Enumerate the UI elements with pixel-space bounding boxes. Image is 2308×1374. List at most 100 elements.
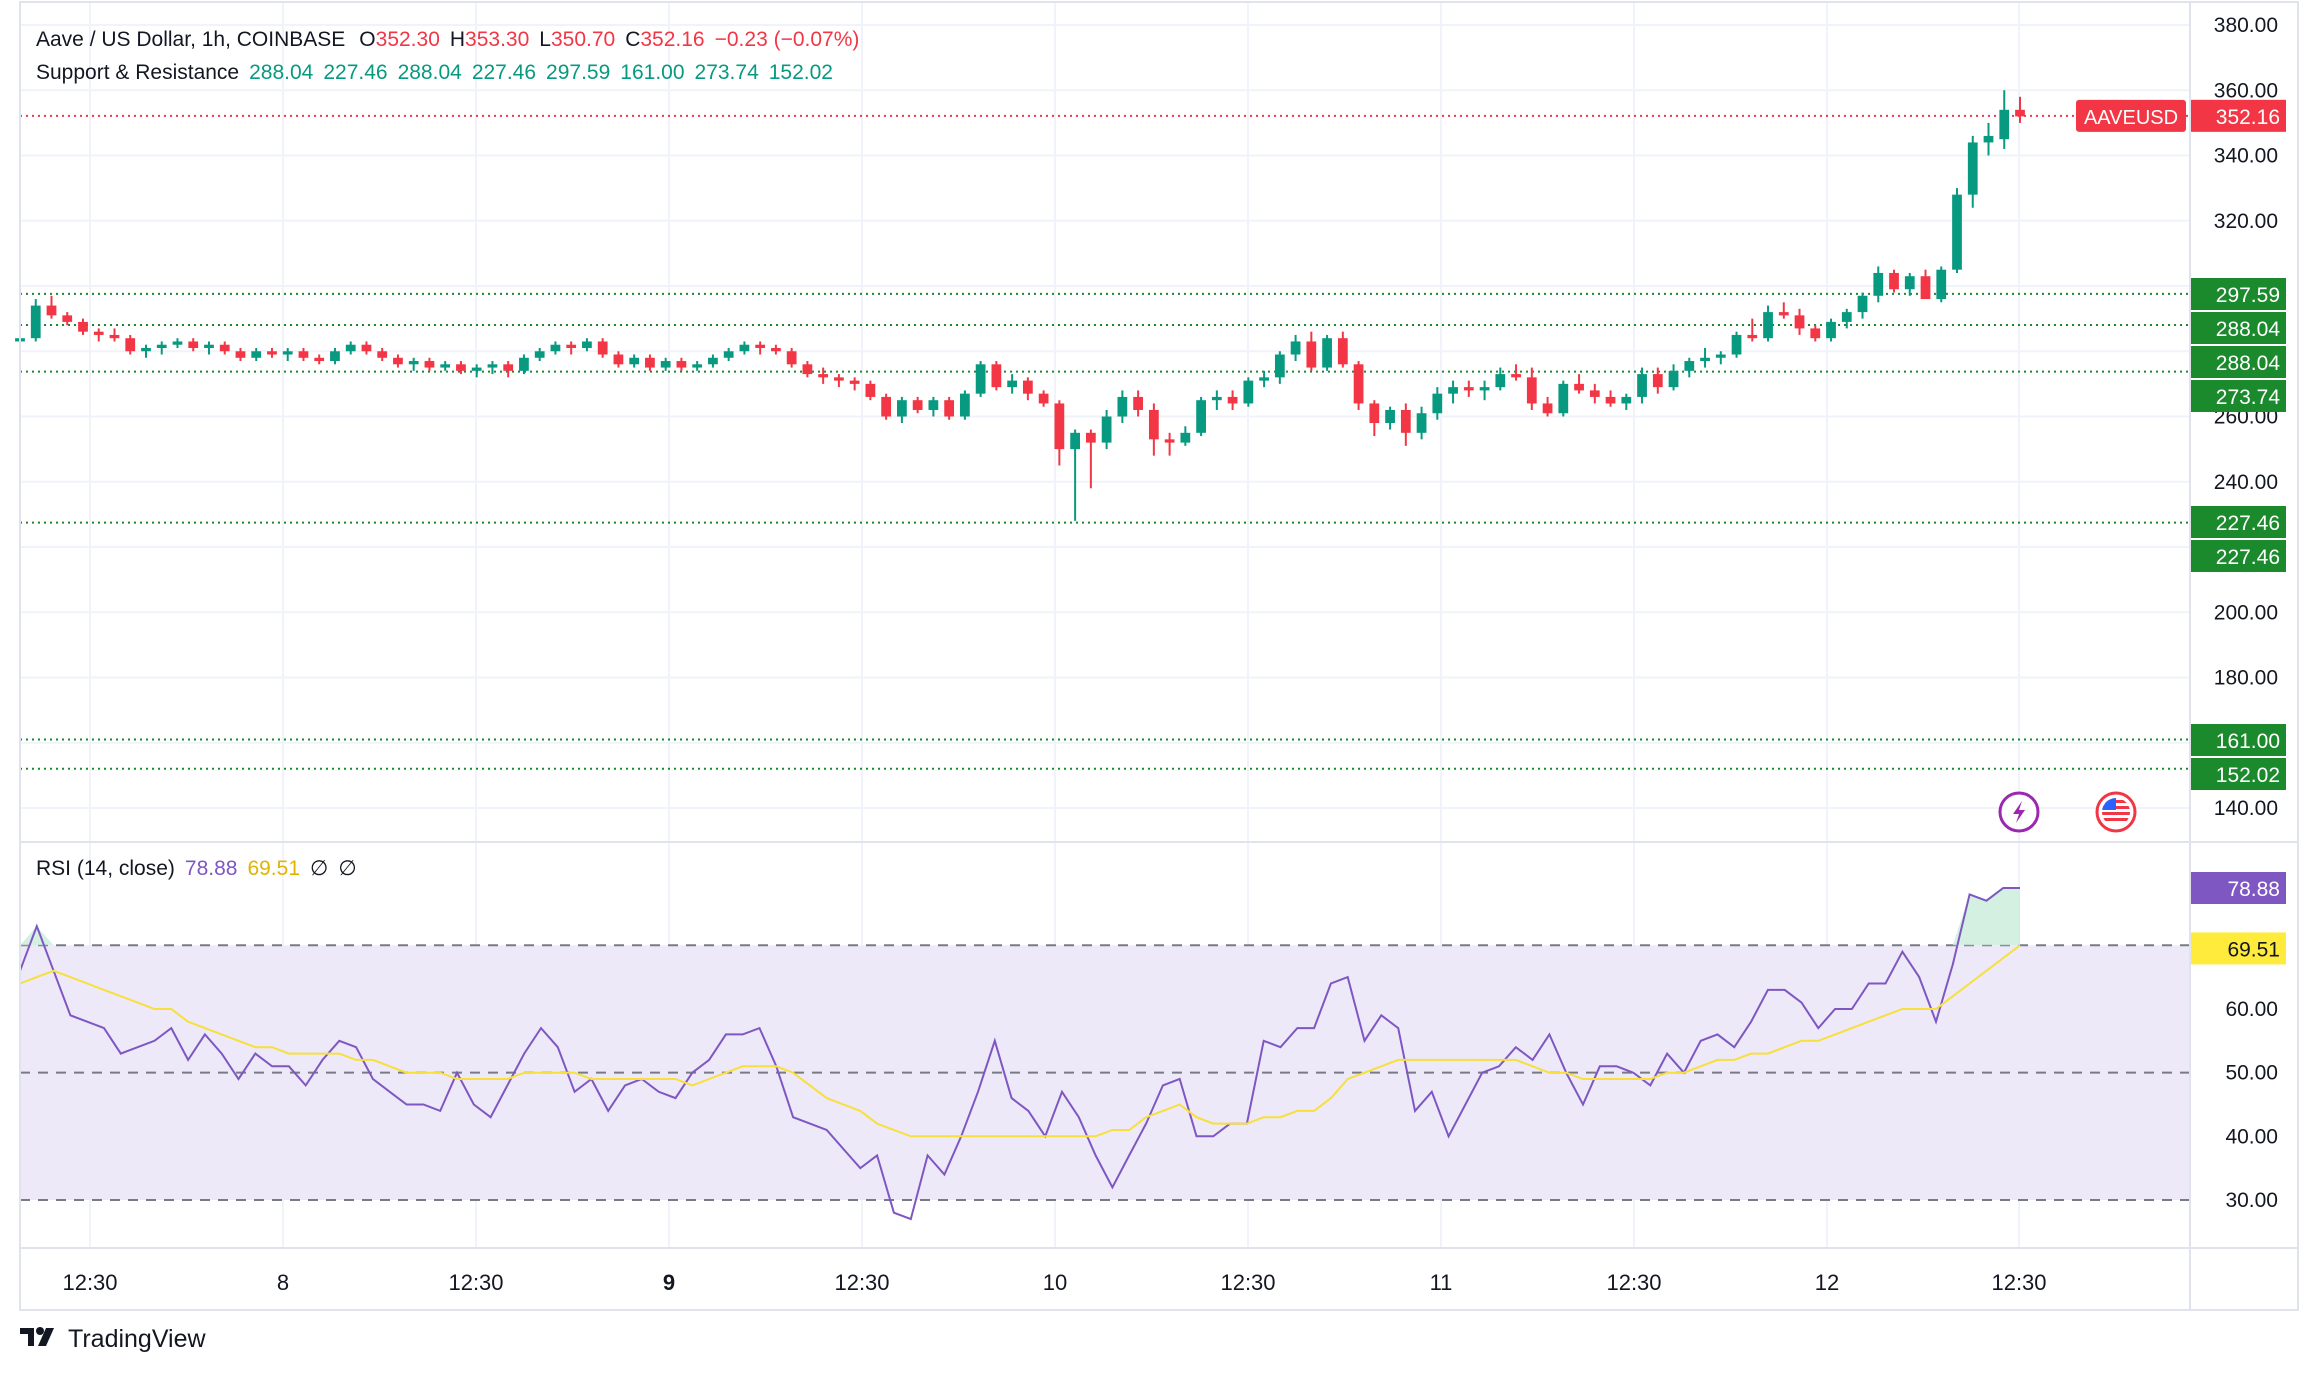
sr-level-tag: [2190, 346, 2286, 378]
candle-body: [1353, 364, 1364, 404]
rsi-tick-label: 50.00: [2225, 1062, 2278, 1085]
candle-body: [739, 344, 750, 352]
candle-body: [1700, 357, 1710, 362]
time-tick-label: 12:30: [1606, 1270, 1661, 1295]
candle-body: [1952, 194, 1962, 270]
rsi-indicator-title[interactable]: RSI (14, close): [36, 856, 175, 880]
candle-body: [314, 357, 325, 362]
candle-body: [1873, 272, 1884, 296]
candle-body: [2015, 109, 2025, 117]
candle-body: [1983, 135, 1994, 143]
candle-body: [1826, 321, 1836, 339]
candle-body: [1211, 396, 1222, 401]
candle-body: [534, 351, 545, 358]
rsi-ma-tag-text: 69.51: [2227, 938, 2280, 961]
candle-body: [519, 357, 529, 371]
candle-body: [1558, 383, 1569, 414]
sr-value: 288.04: [397, 61, 462, 84]
price-tick-label: 140.00: [2214, 797, 2278, 820]
candle-body: [1385, 409, 1395, 424]
candle-body: [408, 361, 419, 365]
candle-body: [251, 351, 262, 358]
candle-body: [1810, 328, 1821, 339]
candle-body: [1589, 390, 1600, 397]
candle-body: [125, 338, 136, 352]
sr-level-tag: [2190, 758, 2286, 790]
sr-value: 297.59: [546, 61, 611, 84]
price-tick-label: 180.00: [2214, 667, 2278, 690]
candle-body: [1999, 109, 2010, 140]
candle-body: [361, 344, 372, 352]
candle-body: [1637, 374, 1647, 397]
candle-body: [1133, 396, 1143, 410]
sr-level-tag: [2190, 312, 2286, 344]
candle-body: [424, 361, 435, 368]
candle-body: [991, 364, 1002, 388]
candle-body: [471, 367, 482, 371]
candle-body: [834, 377, 844, 381]
sr-indicator-title[interactable]: Support & Resistance: [36, 61, 240, 84]
candle-body: [1715, 354, 1726, 358]
rsi-tick-label: 30.00: [2225, 1189, 2278, 1212]
candle-body: [1038, 393, 1049, 404]
candle-body: [1857, 295, 1868, 313]
candle-body: [1369, 403, 1380, 424]
rsi-value-tag: [2190, 872, 2286, 904]
sr-level-tag: [2190, 380, 2286, 412]
low-value: 350.70: [550, 28, 616, 51]
sr-level-tag-text: 297.59: [2216, 284, 2280, 307]
candle-body: [109, 334, 120, 339]
candle-body: [771, 347, 781, 352]
price-axis[interactable]: 380.00360.00340.00320.00260.00240.00200.…: [2076, 14, 2286, 820]
sr-level-tag: [2190, 724, 2286, 756]
candle-body: [660, 361, 671, 368]
candle-body: [1778, 312, 1789, 316]
candle-body: [1322, 338, 1332, 368]
candle-body: [235, 351, 246, 358]
candle-body: [1652, 374, 1663, 388]
candle-body: [692, 364, 703, 368]
candle-body: [1117, 396, 1128, 417]
candle-body: [1794, 315, 1805, 329]
lightning-icon[interactable]: [1998, 791, 2040, 833]
rsi-panel: [19, 887, 2190, 1221]
candle-body: [345, 344, 356, 352]
time-axis[interactable]: 12:30 8 12:30 9 12:30 10 12:30 11 12:30 12 12:30: [62, 1270, 2046, 1295]
time-tick-label: 11: [1430, 1270, 1453, 1295]
candle-body: [1196, 400, 1206, 433]
rsi-tick-label: 40.00: [2225, 1125, 2278, 1148]
candle-body: [1511, 374, 1521, 378]
candle-body: [1920, 276, 1931, 300]
tradingview-branding[interactable]: TradingView: [20, 1324, 206, 1355]
candle-body: [62, 315, 73, 322]
sr-legend: Support & Resistance 288.04 227.46 288.0…: [36, 61, 833, 85]
price-tick-label: 200.00: [2214, 601, 2278, 624]
candle-body: [550, 344, 561, 352]
candle-body: [1967, 142, 1978, 195]
symbol-title[interactable]: Aave / US Dollar, 1h, COINBASE: [36, 28, 346, 51]
sr-level-tag: [2190, 540, 2286, 572]
high-label: H: [449, 28, 466, 51]
candle-body: [928, 400, 939, 410]
candle-body: [944, 400, 955, 417]
sr-value: 227.46: [323, 61, 388, 84]
rsi-axis[interactable]: 60.00 50.00 40.00 30.00 78.88 69.51: [2190, 872, 2286, 1212]
sr-level-tag: [2190, 278, 2286, 310]
candle-body: [393, 357, 403, 365]
tradingview-brand-name: TradingView: [68, 1325, 206, 1353]
us-flag-icon[interactable]: [2095, 791, 2137, 833]
candle-body: [1495, 374, 1506, 388]
close-label: C: [625, 28, 641, 51]
candle-body: [1306, 341, 1317, 368]
candle-body: [1747, 334, 1758, 339]
sr-value: 152.02: [768, 61, 833, 84]
candle-body: [629, 357, 640, 365]
candle-body: [1101, 416, 1112, 443]
candle-body: [802, 364, 813, 375]
sr-level-tag-text: 227.46: [2216, 546, 2280, 569]
last-price-tag: [2190, 99, 2286, 132]
rsi-value: 78.88: [184, 856, 238, 880]
rsi-value-tag-text: 78.88: [2227, 878, 2280, 901]
time-tick-label: 10: [1043, 1270, 1067, 1295]
